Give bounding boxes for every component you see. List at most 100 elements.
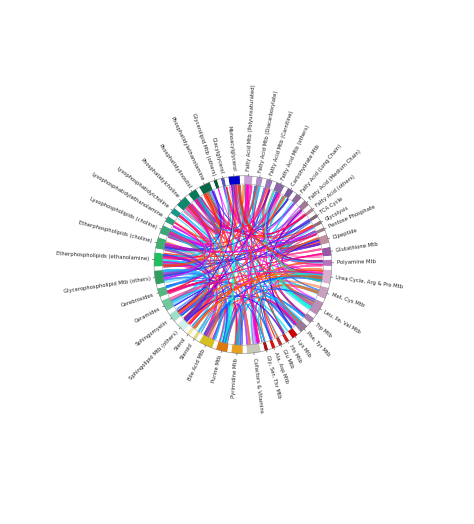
Polygon shape <box>155 236 166 250</box>
Polygon shape <box>165 242 237 345</box>
Polygon shape <box>212 190 318 243</box>
Polygon shape <box>169 226 314 247</box>
Polygon shape <box>193 187 229 230</box>
Polygon shape <box>165 280 301 321</box>
Polygon shape <box>223 186 316 241</box>
Polygon shape <box>255 177 264 186</box>
Polygon shape <box>194 260 323 329</box>
Text: Steroid: Steroid <box>179 342 194 360</box>
Polygon shape <box>309 213 319 222</box>
Polygon shape <box>188 204 251 345</box>
Polygon shape <box>266 191 323 261</box>
Polygon shape <box>199 298 288 332</box>
Polygon shape <box>225 230 316 344</box>
Polygon shape <box>164 248 210 322</box>
Polygon shape <box>281 231 320 251</box>
Polygon shape <box>177 185 234 312</box>
Polygon shape <box>163 243 321 267</box>
Polygon shape <box>192 331 201 341</box>
Text: Trp Mtb: Trp Mtb <box>314 322 333 338</box>
Polygon shape <box>163 184 245 265</box>
Polygon shape <box>278 227 315 307</box>
Polygon shape <box>188 189 201 201</box>
Polygon shape <box>266 195 298 324</box>
Polygon shape <box>193 269 323 328</box>
Text: Phe, Tyr Mtb: Phe, Tyr Mtb <box>305 331 331 358</box>
Text: Fatty Acid (Medium Chain): Fatty Acid (Medium Chain) <box>308 149 362 201</box>
Polygon shape <box>163 270 222 340</box>
Polygon shape <box>278 270 323 316</box>
Polygon shape <box>163 240 320 264</box>
Polygon shape <box>273 201 323 263</box>
Polygon shape <box>264 179 273 189</box>
Polygon shape <box>173 226 314 307</box>
Polygon shape <box>163 259 205 302</box>
Polygon shape <box>165 217 208 289</box>
Polygon shape <box>205 209 302 336</box>
Polygon shape <box>161 297 174 312</box>
Polygon shape <box>247 184 306 234</box>
Polygon shape <box>163 222 206 275</box>
Polygon shape <box>185 296 284 334</box>
Polygon shape <box>183 204 215 319</box>
Polygon shape <box>260 193 282 340</box>
Polygon shape <box>319 234 329 246</box>
Text: Purine Mtb: Purine Mtb <box>211 355 223 384</box>
Polygon shape <box>170 208 182 219</box>
Text: Lysophosphatidylcholine: Lysophosphatidylcholine <box>116 166 170 210</box>
Polygon shape <box>189 265 323 325</box>
Polygon shape <box>243 176 254 184</box>
Polygon shape <box>283 188 294 199</box>
Polygon shape <box>199 182 213 195</box>
Text: Phosphatidylcholine: Phosphatidylcholine <box>139 158 180 199</box>
Polygon shape <box>279 281 319 307</box>
Polygon shape <box>172 186 229 239</box>
Polygon shape <box>262 342 269 351</box>
Polygon shape <box>163 233 318 257</box>
Polygon shape <box>224 186 234 344</box>
Polygon shape <box>167 235 319 293</box>
Polygon shape <box>180 295 227 342</box>
Polygon shape <box>220 186 233 343</box>
Polygon shape <box>176 196 191 211</box>
Polygon shape <box>167 192 281 292</box>
Text: His Mtb: His Mtb <box>288 344 302 364</box>
Polygon shape <box>269 340 276 349</box>
Polygon shape <box>154 252 163 267</box>
Polygon shape <box>197 197 226 341</box>
Polygon shape <box>317 285 329 300</box>
Polygon shape <box>212 303 237 345</box>
Text: TCA Cycle: TCA Cycle <box>319 196 344 215</box>
Polygon shape <box>317 285 329 300</box>
Polygon shape <box>224 186 323 274</box>
Polygon shape <box>230 344 244 354</box>
Polygon shape <box>186 326 195 336</box>
Polygon shape <box>192 331 201 341</box>
Polygon shape <box>164 248 209 320</box>
Polygon shape <box>243 176 254 184</box>
Polygon shape <box>161 297 174 312</box>
Text: Glutathione Mtb: Glutathione Mtb <box>335 242 378 253</box>
Polygon shape <box>168 233 272 340</box>
Polygon shape <box>188 192 221 324</box>
Text: Dipeptide: Dipeptide <box>332 227 358 239</box>
Polygon shape <box>170 191 220 241</box>
Polygon shape <box>233 184 248 224</box>
Text: Glycerophospholipid Mtb (others): Glycerophospholipid Mtb (others) <box>63 276 151 294</box>
Text: Fatty Acid Mtb (others): Fatty Acid Mtb (others) <box>280 124 310 181</box>
Polygon shape <box>218 188 297 325</box>
Polygon shape <box>163 261 218 336</box>
Polygon shape <box>155 236 166 250</box>
Polygon shape <box>163 220 310 277</box>
Polygon shape <box>195 198 289 232</box>
Polygon shape <box>187 206 229 343</box>
Text: Fatty Acid (Long Chain): Fatty Acid (Long Chain) <box>300 143 343 194</box>
Polygon shape <box>246 184 259 344</box>
Polygon shape <box>163 222 206 258</box>
Polygon shape <box>263 190 304 318</box>
Polygon shape <box>197 198 278 337</box>
Polygon shape <box>260 285 319 342</box>
Polygon shape <box>220 178 227 187</box>
Polygon shape <box>154 252 163 267</box>
Polygon shape <box>168 234 225 342</box>
